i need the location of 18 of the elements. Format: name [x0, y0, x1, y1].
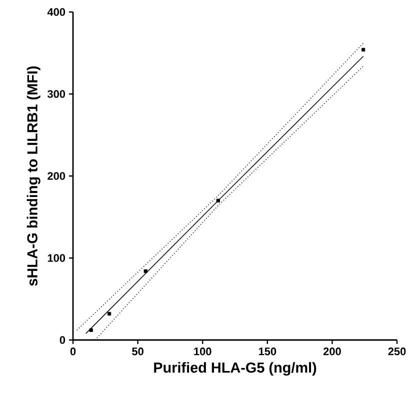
point [89, 328, 93, 332]
x-tick-label: 150 [258, 348, 276, 356]
x-tick-label: 250 [388, 348, 406, 356]
point [216, 198, 220, 202]
point [107, 312, 112, 316]
point [362, 48, 366, 52]
x-tick-label: 200 [323, 348, 341, 356]
point [144, 269, 148, 273]
y-tick-label: 200 [48, 172, 66, 180]
x-tick-label: 100 [194, 348, 212, 356]
x-tick-label: 50 [132, 348, 144, 356]
x-tick-label: 0 [70, 348, 76, 356]
y-tick-label: 0 [60, 336, 66, 344]
y-axis-title: sHLA-G binding to LILRB1 (MFI) [26, 66, 40, 286]
y-tick-label: 400 [47, 8, 66, 16]
x-axis-title: Purified HLA-G5 (ng/ml) [154, 362, 316, 376]
y-tick-label: 300 [47, 90, 66, 98]
y-tick-label: 100 [48, 254, 66, 262]
